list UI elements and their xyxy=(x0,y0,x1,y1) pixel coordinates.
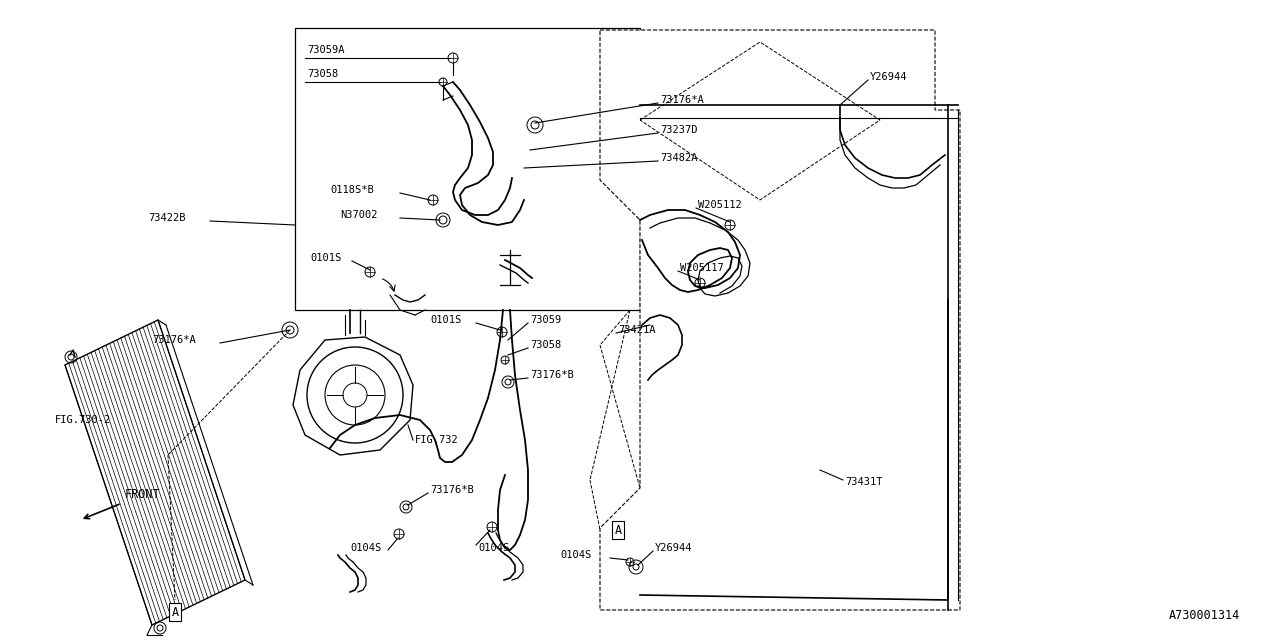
Text: Y26944: Y26944 xyxy=(655,543,692,553)
Text: A: A xyxy=(614,524,622,536)
Polygon shape xyxy=(600,30,960,610)
Text: 73176*A: 73176*A xyxy=(660,95,704,105)
Text: 73176*B: 73176*B xyxy=(430,485,474,495)
Text: 73422B: 73422B xyxy=(148,213,186,223)
Text: W205117: W205117 xyxy=(680,263,723,273)
Bar xyxy=(294,28,640,310)
Text: W205112: W205112 xyxy=(698,200,741,210)
Text: 73237D: 73237D xyxy=(660,125,698,135)
Text: 0104S: 0104S xyxy=(561,550,591,560)
Text: 73059A: 73059A xyxy=(307,45,344,55)
Text: 0104S: 0104S xyxy=(477,543,509,553)
Text: 0118S*B: 0118S*B xyxy=(330,185,374,195)
Text: 73482A: 73482A xyxy=(660,153,698,163)
Polygon shape xyxy=(640,42,881,200)
Text: 73431T: 73431T xyxy=(845,477,882,487)
Text: 73058: 73058 xyxy=(530,340,561,350)
Text: FIG.730-2: FIG.730-2 xyxy=(55,415,111,425)
Text: 73176*A: 73176*A xyxy=(152,335,196,345)
Text: 0101S: 0101S xyxy=(430,315,461,325)
Text: 73059: 73059 xyxy=(530,315,561,325)
Text: 73176*B: 73176*B xyxy=(530,370,573,380)
Polygon shape xyxy=(65,320,244,625)
Text: 73421A: 73421A xyxy=(618,325,655,335)
Text: N37002: N37002 xyxy=(340,210,378,220)
Text: A: A xyxy=(172,605,179,618)
Text: 0101S: 0101S xyxy=(310,253,342,263)
Text: FIG.732: FIG.732 xyxy=(415,435,458,445)
Text: 0104S: 0104S xyxy=(349,543,381,553)
Text: 73058: 73058 xyxy=(307,69,338,79)
Polygon shape xyxy=(293,337,413,455)
Text: FRONT: FRONT xyxy=(84,488,160,518)
Text: Y26944: Y26944 xyxy=(870,72,908,82)
Text: A730001314: A730001314 xyxy=(1169,609,1240,622)
